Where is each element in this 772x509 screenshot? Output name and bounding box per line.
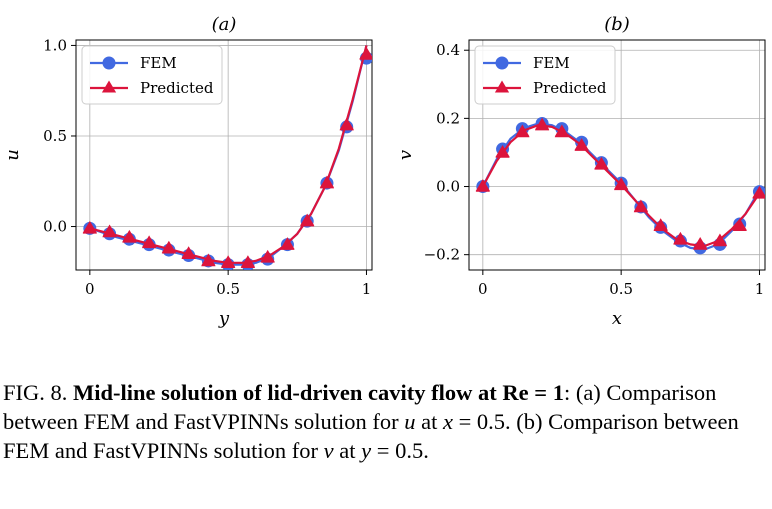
data-point-triangle [752, 185, 765, 198]
plot-frame [75, 39, 373, 271]
plot-area [82, 45, 372, 270]
data-point-triangle [260, 249, 275, 262]
data-point-triangle [319, 175, 335, 188]
x-tick-label: 0.5 [216, 280, 240, 298]
data-point-triangle [102, 224, 117, 237]
y-axis-label: v [395, 150, 416, 160]
data-point-triangle [82, 220, 97, 233]
data-point-triangle [693, 236, 708, 249]
data-point-triangle [201, 253, 216, 266]
legend: FEM Predicted [81, 45, 223, 105]
caption-label: FIG. 8. [3, 380, 68, 405]
x-tick-label: 0 [85, 280, 95, 298]
data-point-triangle [141, 235, 157, 248]
legend-label: FEM [140, 54, 177, 72]
data-point-triangle [339, 117, 354, 130]
series-line [89, 45, 368, 264]
y-axis-label: u [2, 149, 23, 161]
x-tick-label: 0 [478, 280, 488, 298]
x-tick-label: 1 [755, 280, 765, 298]
y-tick-label: 0.4 [436, 41, 460, 59]
figure-caption: FIG. 8. Mid-line solution of lid-driven … [3, 378, 769, 465]
chart-panel-2: 0 0.5 1 −0.2 0.0 0.2 0.4 x v (b) FEM Predicted [395, 14, 766, 329]
data-point-triangle [534, 117, 550, 130]
caption-text-1: : (a) Comparison between FEM and FastVPI… [3, 380, 717, 434]
legend: FEM Predicted [474, 45, 616, 105]
data-point-triangle [653, 218, 668, 231]
legend-marker-circle [102, 56, 116, 70]
y-tick-label: 0.0 [43, 218, 67, 236]
legend-marker-circle [495, 56, 509, 70]
plot-area [475, 116, 765, 255]
data-point-triangle [673, 231, 688, 244]
data-point-triangle [633, 199, 649, 212]
legend-label: Predicted [140, 79, 214, 97]
caption-var-u: u [404, 409, 416, 434]
data-point-triangle [712, 233, 728, 246]
data-point-triangle [280, 237, 295, 250]
plot-frame [468, 39, 766, 271]
x-tick-label: 0.5 [609, 280, 633, 298]
data-point-triangle [554, 124, 569, 137]
caption-var-v: v [323, 438, 334, 463]
data-point-triangle [122, 229, 137, 242]
caption-text-3: = 0.5. (b) Comparison between FEM and Fa… [3, 409, 739, 463]
data-point-triangle [359, 46, 372, 59]
series-predicted [82, 45, 372, 269]
legend-marker-triangle [494, 80, 510, 93]
legend-marker-triangle [101, 80, 117, 93]
figure: 0 0.5 1 0.0 0.5 1.0 y u (a) FEM Predicted 0 0.5 1 −0.2… [2, 14, 766, 329]
x-axis-label: x [612, 308, 622, 329]
caption-bold-title: Mid-line solution of lid-driven cavity f… [73, 380, 564, 405]
data-point-triangle [181, 246, 196, 259]
data-point-triangle [574, 138, 589, 151]
data-point-triangle [475, 179, 490, 192]
caption-text-2: at [415, 409, 443, 434]
legend-label: FEM [533, 54, 570, 72]
caption-text-4: at [333, 438, 362, 463]
data-point-triangle [221, 255, 236, 268]
y-tick-label: −0.2 [424, 246, 460, 264]
legend-box [81, 45, 223, 105]
caption-var-x: x [442, 409, 453, 434]
data-point-triangle [515, 124, 530, 137]
data-point-triangle [594, 156, 609, 169]
y-tick-label: 1.0 [43, 36, 67, 54]
chart-panel-1: 0 0.5 1 0.0 0.5 1.0 y u (a) FEM Predicted [2, 14, 373, 329]
data-point-triangle [495, 144, 510, 157]
data-point-triangle [300, 213, 315, 226]
legend-label: Predicted [533, 79, 607, 97]
y-tick-label: 0.0 [436, 178, 460, 196]
chart-title: (a) [212, 14, 237, 35]
data-point-triangle [161, 240, 176, 253]
caption-text-5: = 0.5. [371, 438, 429, 463]
data-point-triangle [614, 177, 629, 190]
x-tick-label: 1 [362, 280, 372, 298]
chart-title: (b) [604, 14, 630, 35]
caption-var-y: y [361, 438, 372, 463]
y-tick-label: 0.2 [436, 109, 460, 127]
data-point-triangle [240, 255, 256, 268]
x-axis-label: y [218, 308, 230, 329]
y-tick-label: 0.5 [43, 127, 67, 145]
series-predicted [475, 117, 765, 250]
legend-box [474, 45, 616, 105]
data-point-triangle [732, 218, 747, 231]
